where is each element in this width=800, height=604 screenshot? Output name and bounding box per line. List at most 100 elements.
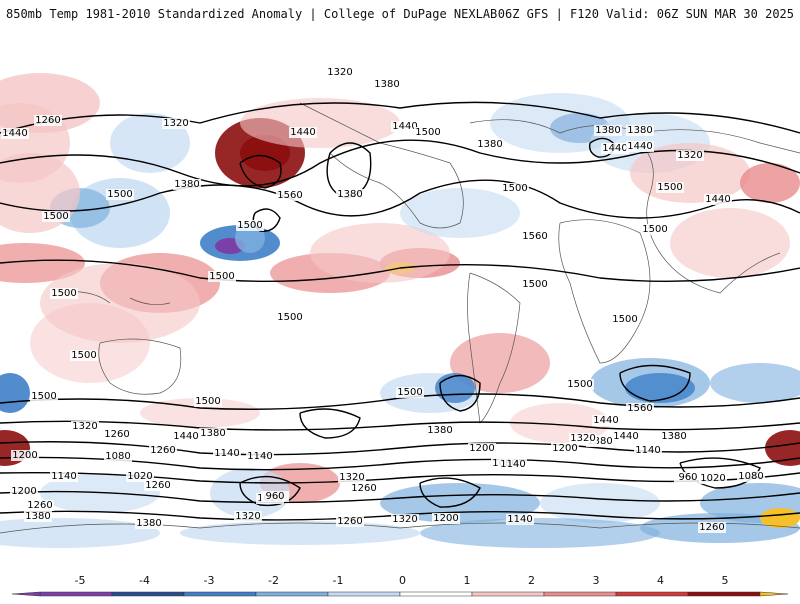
contour-label: 1500 (612, 314, 637, 325)
contour-label: 1560 (277, 190, 302, 201)
contour-label: 1440 (602, 143, 627, 154)
contour-label: 1200 (11, 486, 36, 497)
anomaly-map: 1320 1380 1440 1260 1320 1380 1440 1500 1560 1380… (0, 63, 800, 557)
contour-label: 1380 (477, 139, 502, 150)
contour-label: 1020 (700, 473, 725, 484)
contour-label: 1500 (522, 279, 547, 290)
colorbar-tick-label: 0 (399, 574, 406, 587)
contour-label: 1140 (500, 459, 525, 470)
colorbar-tick-label: -3 (204, 574, 215, 587)
colorbar-tick-label: -5 (75, 574, 86, 587)
colorbar-tick-label: 3 (593, 574, 600, 587)
colorbar-svg: -5 -4 -3 -2 -1 0 1 2 3 4 5 (11, 574, 789, 597)
contour-label: 1320 (392, 514, 417, 525)
contour-label: 1320 (677, 150, 702, 161)
map-title: 850mb Temp 1981-2010 Standardized Anomal… (6, 7, 498, 21)
contour-label: 1320 (72, 421, 97, 432)
contour-label: 1440 (173, 431, 198, 442)
contour-label: 1500 (195, 396, 220, 407)
contour-label: 1500 (43, 211, 68, 222)
contour-label: 1440 (392, 121, 417, 132)
contour-label: 1380 (427, 425, 452, 436)
contour-label: 1260 (145, 480, 170, 491)
colorbar-tick-label: -1 (333, 574, 344, 587)
contour-label: 1260 (35, 115, 60, 126)
contour-label: 1140 (507, 514, 532, 525)
contour-label: 1200 (12, 450, 37, 461)
colorbar-cell (471, 591, 545, 597)
header: 850mb Temp 1981-2010 Standardized Anomal… (0, 0, 800, 30)
contour-label: 1440 (2, 128, 27, 139)
contour-label: 1320 (339, 472, 364, 483)
contour-label: 1320 (163, 118, 188, 129)
contour-label: 1140 (51, 471, 76, 482)
colorbar-cell (615, 591, 689, 597)
model-run-info: 06Z GFS | F120 Valid: 06Z SUN MAR 30 202… (497, 7, 794, 21)
contour-label: 1320 (235, 511, 260, 522)
contour-label: 1500 (237, 220, 262, 231)
colorbar-cell (111, 591, 185, 597)
colorbar-min-arrow (11, 591, 41, 597)
contour-label: 1500 (567, 379, 592, 390)
contour-label: 1500 (642, 224, 667, 235)
contour-label: 1440 (593, 415, 618, 426)
contour-label: 1440 (627, 141, 652, 152)
contour-label: 1500 (502, 183, 527, 194)
contour-label: 1260 (104, 429, 129, 440)
contour-label: 1380 (627, 125, 652, 136)
contour-label: 960 (678, 472, 697, 483)
contour-label: 1440 (705, 194, 730, 205)
contour-label: 1260 (699, 522, 724, 533)
contour-label: 1380 (25, 511, 50, 522)
colorbar-cell (327, 591, 401, 597)
colorbar-tick-label: 1 (464, 574, 471, 587)
contour-label: 1380 (587, 436, 612, 447)
contour-label: 1260 (27, 500, 52, 511)
contour-label: 1560 (627, 403, 652, 414)
contour-label: 1320 (570, 433, 595, 444)
contour-label: 1140 (635, 445, 660, 456)
contour-label: 1080 (738, 471, 763, 482)
colorbar-max-arrow (759, 591, 789, 597)
contour-label: 1380 (174, 179, 199, 190)
contour-label: 1380 (136, 518, 161, 529)
contour-label: 1500 (71, 350, 96, 361)
contour-label: 1200 (469, 443, 494, 454)
contour-label: 1500 (277, 312, 302, 323)
colorbar-tick-label: 2 (528, 574, 535, 587)
contour-label: 1560 (522, 231, 547, 242)
contour-label: 1020 (127, 471, 152, 482)
colorbar-cell (687, 591, 761, 597)
colorbar-cell (39, 591, 113, 597)
contour-label: 1500 (657, 182, 682, 193)
contour-label: 1200 (433, 513, 458, 524)
contour-label: 1500 (51, 288, 76, 299)
contour-label: 1500 (397, 387, 422, 398)
contour-label: 1200 (552, 443, 577, 454)
contour-label: 1440 (290, 127, 315, 138)
contour-label: 1380 (374, 79, 399, 90)
contour-label: 1380 (661, 431, 686, 442)
contour-label: 1380 (595, 125, 620, 136)
contour-label: 1140 (214, 448, 239, 459)
contour-label: 1260 (337, 516, 362, 527)
contour-label: 1080 (105, 451, 130, 462)
contour-label: 1260 (150, 445, 175, 456)
contour-label: 1500 (107, 189, 132, 200)
colorbar-tick-label: 4 (657, 574, 664, 587)
contour-label: 1500 (209, 271, 234, 282)
contour-label: 1440 (613, 431, 638, 442)
colorbar-tick-label: -4 (139, 574, 150, 587)
colorbar-cell (399, 591, 473, 597)
colorbar: -5 -4 -3 -2 -1 0 1 2 3 4 5 (0, 570, 800, 600)
colorbar-tick-label: 5 (722, 574, 729, 587)
contour-label: 1380 (200, 428, 225, 439)
colorbar-cell (255, 591, 329, 597)
colorbar-cell (543, 591, 617, 597)
contour-label: 1500 (415, 127, 440, 138)
contour-label: 1500 (31, 391, 56, 402)
colorbar-tick-label: -2 (268, 574, 279, 587)
contour-label: 1260 (351, 483, 376, 494)
